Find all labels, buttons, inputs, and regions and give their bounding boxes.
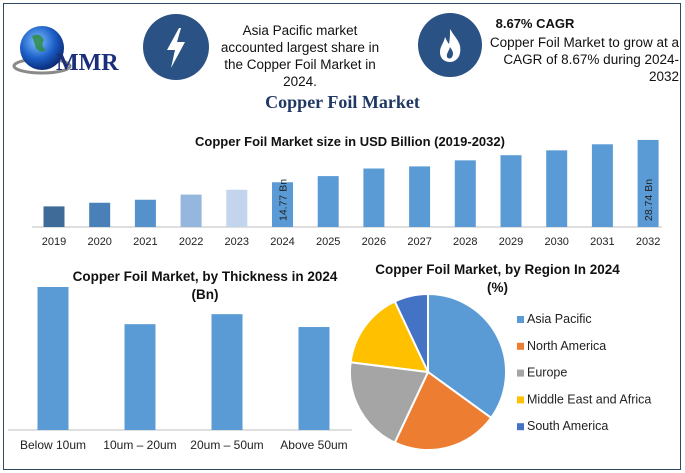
- infographic-frame: [3, 3, 681, 470]
- x-tick-label: 2027: [407, 236, 431, 248]
- bar-thickness: [37, 287, 69, 430]
- x-tick-label: Below 10um: [20, 438, 86, 452]
- market-size-chart: 2019 2020 2021 2022 2023 2024 14.77 Bn 2025 2026…: [32, 139, 662, 248]
- x-tick-label: 10um – 20um: [103, 438, 176, 452]
- thickness-subtitle: (Bn): [191, 287, 219, 302]
- region-title: Copper Foil Market, by Region In 2024: [375, 262, 620, 277]
- legend-label: Middle East and Africa: [527, 392, 651, 406]
- legend-marker: [517, 342, 524, 350]
- legend-marker: [517, 316, 524, 323]
- x-tick-label: 2019: [42, 236, 66, 248]
- bar-2028: [454, 160, 476, 227]
- x-tick-label: Above 50um: [280, 438, 347, 452]
- bar-2031: [591, 144, 613, 227]
- x-tick-label: 2028: [453, 236, 477, 248]
- legend-marker: [517, 369, 524, 377]
- region-pie-chart: Asia Pacific North America Europe Middle Ea…: [349, 292, 651, 451]
- bar-2024: [272, 182, 293, 227]
- legend-label: Europe: [527, 366, 567, 380]
- pie-slice-south-america: [393, 292, 429, 373]
- legend-label: Asia Pacific: [527, 312, 592, 326]
- bar-2025: [317, 176, 339, 227]
- x-tick-label: 2029: [499, 236, 523, 248]
- bar-thickness: [211, 314, 243, 430]
- bar-thickness: [298, 327, 330, 430]
- bar-2023: [226, 189, 248, 227]
- bar-2030: [546, 150, 568, 227]
- bar-2022: [180, 194, 202, 227]
- bar-2026: [363, 168, 385, 227]
- thickness-chart-title: Copper Foil Market, by Thickness in 2024…: [55, 268, 355, 304]
- market-size-chart-title: Copper Foil Market size in USD Billion (…: [195, 134, 505, 149]
- x-tick-label: 2031: [590, 236, 614, 248]
- x-tick-label: 2026: [362, 236, 386, 248]
- cagr-text: Copper Foil Market to grow at a CAGR of …: [489, 35, 679, 84]
- data-label: 28.74 Bn: [643, 179, 655, 221]
- data-label: 14.77 Bn: [278, 179, 290, 221]
- x-tick-label: 2021: [133, 236, 157, 248]
- bar-2020: [89, 202, 111, 227]
- bar-2032: [637, 139, 659, 227]
- legend-marker: [517, 423, 524, 431]
- region-subtitle: (%): [487, 280, 508, 295]
- mmr-logo: MMR: [12, 22, 124, 82]
- x-tick-label: 2032: [636, 236, 660, 248]
- globe-icon: [12, 26, 72, 75]
- thickness-title: Copper Foil Market, by Thickness in 2024: [72, 269, 338, 284]
- cagr-title: 8.67% CAGR: [495, 16, 575, 31]
- x-tick-label: 2024: [270, 236, 294, 248]
- x-tick-label: 2030: [544, 236, 568, 248]
- x-tick-label: 2022: [179, 236, 203, 248]
- legend-label: South America: [527, 419, 608, 433]
- flame-icon: [418, 13, 482, 77]
- logo-text: MMR: [56, 50, 119, 76]
- x-tick-label: 2020: [87, 236, 111, 248]
- x-tick-label: 2023: [225, 236, 249, 248]
- bar-2021: [134, 199, 156, 227]
- bar-2029: [500, 155, 522, 227]
- share-text: Asia Pacific market accounted largest sh…: [220, 23, 380, 89]
- bar-2027: [409, 166, 431, 227]
- x-tick-label: 20um – 50um: [190, 438, 263, 452]
- bar-thickness: [124, 324, 156, 430]
- x-tick-label: 2025: [316, 236, 340, 248]
- legend-label: North America: [527, 339, 606, 353]
- page-title: Copper Foil Market: [265, 92, 420, 112]
- bar-2019: [43, 206, 65, 227]
- pie-slice-asia-pacific: [427, 292, 507, 420]
- pie-slice-europe: [349, 361, 430, 444]
- region-chart-title: Copper Foil Market, by Region In 2024 (%…: [360, 261, 635, 297]
- pie-slice-middle-east-and-africa: [349, 300, 430, 374]
- legend-marker: [517, 396, 524, 404]
- thickness-chart: Below 10um 10um – 20um 20um – 50um Above 50…: [8, 287, 352, 452]
- lightning-bolt-icon: [143, 14, 209, 80]
